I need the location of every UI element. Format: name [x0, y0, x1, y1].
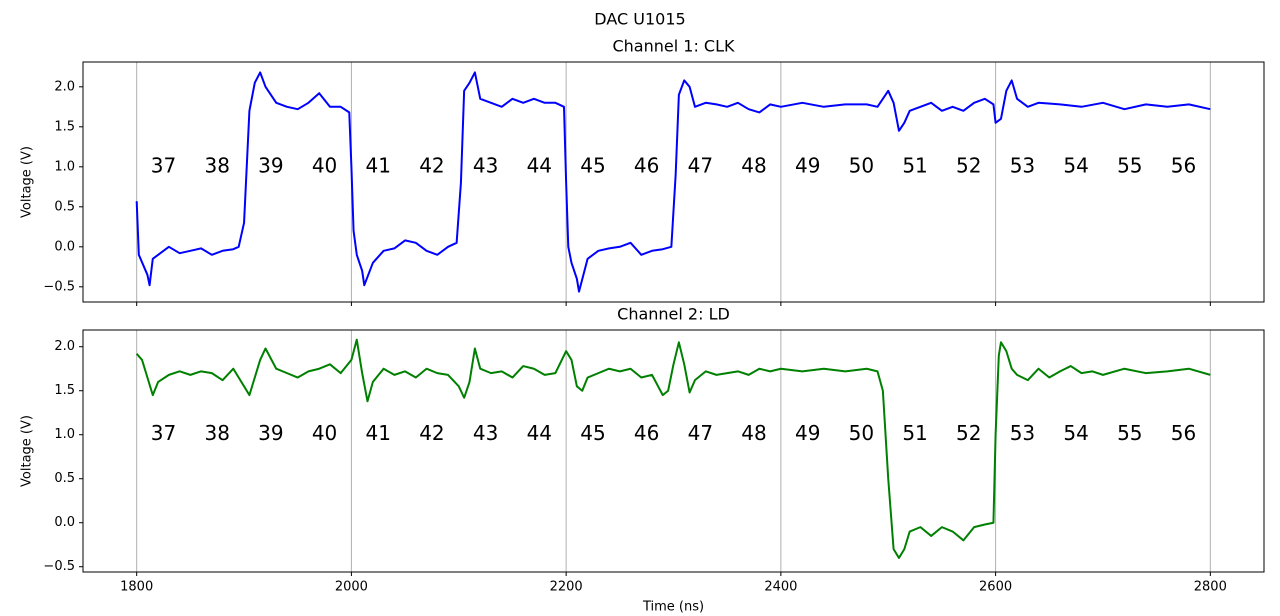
- axes-title: Channel 1: CLK: [612, 37, 735, 56]
- annotation: 52: [956, 153, 981, 177]
- y-axis-label: Voltage (V): [20, 415, 35, 487]
- annotation: 46: [634, 421, 659, 445]
- annotation: 44: [527, 153, 552, 177]
- annotation: 53: [1010, 421, 1035, 445]
- annotation: 38: [204, 153, 229, 177]
- annotation: 55: [1117, 421, 1142, 445]
- annotation: 42: [419, 153, 444, 177]
- axes-frame: [82, 329, 1265, 573]
- annotation: 49: [795, 421, 820, 445]
- annotation: 43: [473, 153, 498, 177]
- data-line: [135, 71, 1211, 293]
- annotation: 47: [688, 153, 713, 177]
- annotation: 51: [902, 153, 927, 177]
- annotation: 55: [1117, 153, 1142, 177]
- annotation: 45: [580, 153, 605, 177]
- y-tick-label: 0.0: [54, 515, 75, 530]
- axes-title: Channel 2: LD: [617, 305, 730, 324]
- annotation: 52: [956, 421, 981, 445]
- x-tick-label: 2600: [979, 580, 1012, 595]
- y-tick-label: 2.0: [54, 79, 75, 94]
- annotation: 50: [849, 421, 874, 445]
- annotation: 39: [258, 421, 283, 445]
- annotation: 45: [580, 421, 605, 445]
- y-tick-label: 1.5: [54, 119, 75, 134]
- annotation: 54: [1063, 421, 1088, 445]
- x-tick-label: 1800: [120, 580, 153, 595]
- annotation: 50: [849, 153, 874, 177]
- y-tick-label: 0.5: [54, 471, 75, 486]
- annotation: 54: [1063, 153, 1088, 177]
- y-tick-label: 1.5: [54, 383, 75, 398]
- y-tick-label: 2.0: [54, 339, 75, 354]
- annotation: 42: [419, 421, 444, 445]
- annotation: 56: [1171, 421, 1196, 445]
- annotation: 44: [527, 421, 552, 445]
- figure-title: DAC U1015: [594, 10, 685, 29]
- annotation: 47: [688, 421, 713, 445]
- annotation: 41: [366, 153, 391, 177]
- annotation: 38: [204, 421, 229, 445]
- annotation: 43: [473, 421, 498, 445]
- x-tick-label: 2000: [335, 580, 368, 595]
- annotation: 40: [312, 153, 337, 177]
- annotation: 48: [741, 153, 766, 177]
- y-tick-label: −0.5: [43, 559, 75, 574]
- annotation: 48: [741, 421, 766, 445]
- annotation: 46: [634, 153, 659, 177]
- axes-frame: [82, 61, 1265, 303]
- annotation: 49: [795, 153, 820, 177]
- x-tick-label: 2400: [764, 580, 797, 595]
- y-tick-label: 1.0: [54, 159, 75, 174]
- annotation: 53: [1010, 153, 1035, 177]
- x-axis-label: Time (ns): [642, 600, 704, 615]
- annotation: 41: [366, 421, 391, 445]
- y-tick-label: 0.0: [54, 239, 75, 254]
- y-axis-label: Voltage (V): [20, 146, 35, 218]
- x-tick-label: 2200: [550, 580, 583, 595]
- data-line: [135, 338, 1211, 559]
- annotation: 40: [312, 421, 337, 445]
- x-tick-label: 2800: [1194, 580, 1227, 595]
- annotation: 39: [258, 153, 283, 177]
- y-tick-label: 0.5: [54, 199, 75, 214]
- y-tick-label: −0.5: [43, 279, 75, 294]
- annotation: 37: [151, 153, 176, 177]
- y-tick-label: 1.0: [54, 427, 75, 442]
- annotation: 51: [902, 421, 927, 445]
- annotation: 56: [1171, 153, 1196, 177]
- annotation: 37: [151, 421, 176, 445]
